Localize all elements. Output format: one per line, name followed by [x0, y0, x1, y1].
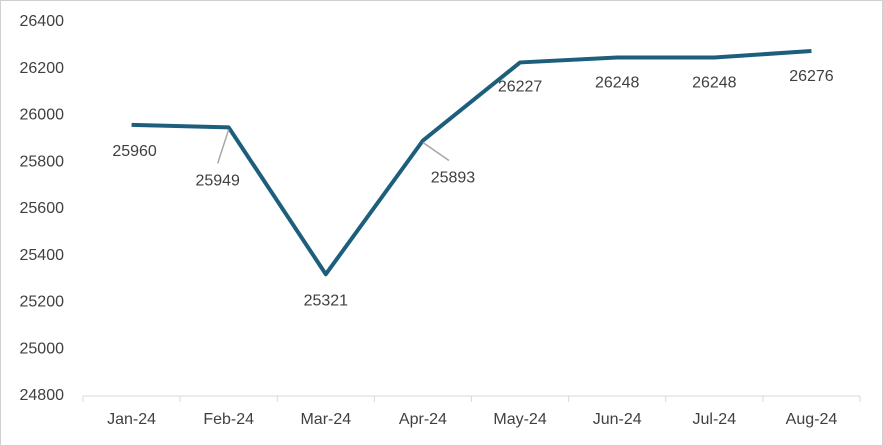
x-tick-label: May-24: [493, 411, 546, 428]
x-tick-label: Mar-24: [300, 411, 351, 428]
data-label: 25893: [431, 170, 476, 187]
y-tick-label: 25600: [20, 200, 65, 217]
y-tick-label: 26200: [20, 60, 65, 77]
x-tick-label: Jun-24: [593, 411, 642, 428]
y-tick-label: 26000: [20, 107, 65, 124]
data-label: 25960: [112, 143, 157, 160]
leader-line: [216, 129, 230, 164]
data-label: 26248: [595, 75, 640, 92]
y-tick-label: 25800: [20, 153, 65, 170]
x-tick-label: Jan-24: [107, 411, 156, 428]
data-label: 26227: [498, 79, 543, 96]
data-label: 25949: [195, 173, 240, 190]
y-tick-label: 25400: [20, 247, 65, 264]
leader-line: [422, 141, 450, 162]
y-tick-label: 26400: [20, 13, 65, 30]
data-label: 26248: [692, 75, 737, 92]
x-tick-label: Feb-24: [203, 411, 254, 428]
data-label: 25321: [304, 292, 349, 309]
data-label: 26276: [789, 68, 834, 85]
x-tick-label: Apr-24: [399, 411, 447, 428]
x-tick-label: Aug-24: [786, 411, 838, 428]
y-tick-label: 25000: [20, 340, 65, 357]
x-tick-label: Jul-24: [693, 411, 737, 428]
y-tick-label: 25200: [20, 294, 65, 311]
y-tick-label: 24800: [20, 387, 65, 404]
line-series: [131, 48, 812, 277]
